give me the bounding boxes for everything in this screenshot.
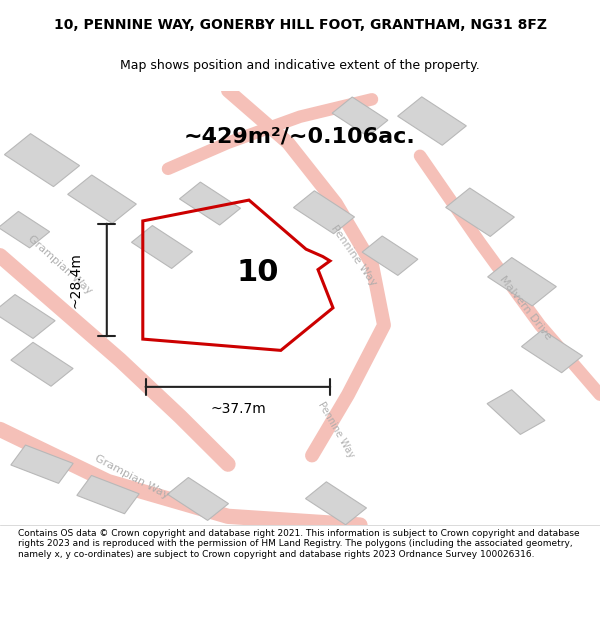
Text: ~429m²/~0.106ac.: ~429m²/~0.106ac. — [184, 126, 416, 146]
Text: Pennine Way: Pennine Way — [329, 223, 379, 288]
Text: ~37.7m: ~37.7m — [210, 402, 266, 416]
Polygon shape — [332, 97, 388, 136]
Text: Grampian Way: Grampian Way — [93, 454, 171, 501]
Text: Contains OS data © Crown copyright and database right 2021. This information is : Contains OS data © Crown copyright and d… — [18, 529, 580, 559]
Polygon shape — [179, 182, 241, 225]
Polygon shape — [0, 211, 50, 248]
Text: 10: 10 — [236, 258, 279, 288]
Polygon shape — [77, 476, 139, 514]
Text: 10, PENNINE WAY, GONERBY HILL FOOT, GRANTHAM, NG31 8FZ: 10, PENNINE WAY, GONERBY HILL FOOT, GRAN… — [53, 18, 547, 32]
Polygon shape — [68, 175, 136, 223]
Text: Pennine Way: Pennine Way — [316, 399, 356, 459]
Text: Map shows position and indicative extent of the property.: Map shows position and indicative extent… — [120, 59, 480, 72]
Polygon shape — [488, 258, 556, 306]
Polygon shape — [293, 191, 355, 234]
Polygon shape — [0, 294, 55, 339]
Text: Malvern Drive: Malvern Drive — [497, 274, 553, 342]
Polygon shape — [11, 342, 73, 386]
Polygon shape — [131, 226, 193, 269]
Polygon shape — [487, 390, 545, 434]
Polygon shape — [11, 445, 73, 483]
Text: Grampian Way: Grampian Way — [26, 233, 94, 296]
Polygon shape — [362, 236, 418, 276]
Polygon shape — [398, 97, 466, 145]
Polygon shape — [167, 478, 229, 521]
Text: ~28.4m: ~28.4m — [68, 252, 83, 308]
Polygon shape — [4, 134, 80, 187]
Polygon shape — [521, 330, 583, 372]
Polygon shape — [305, 482, 367, 525]
Polygon shape — [446, 188, 514, 236]
